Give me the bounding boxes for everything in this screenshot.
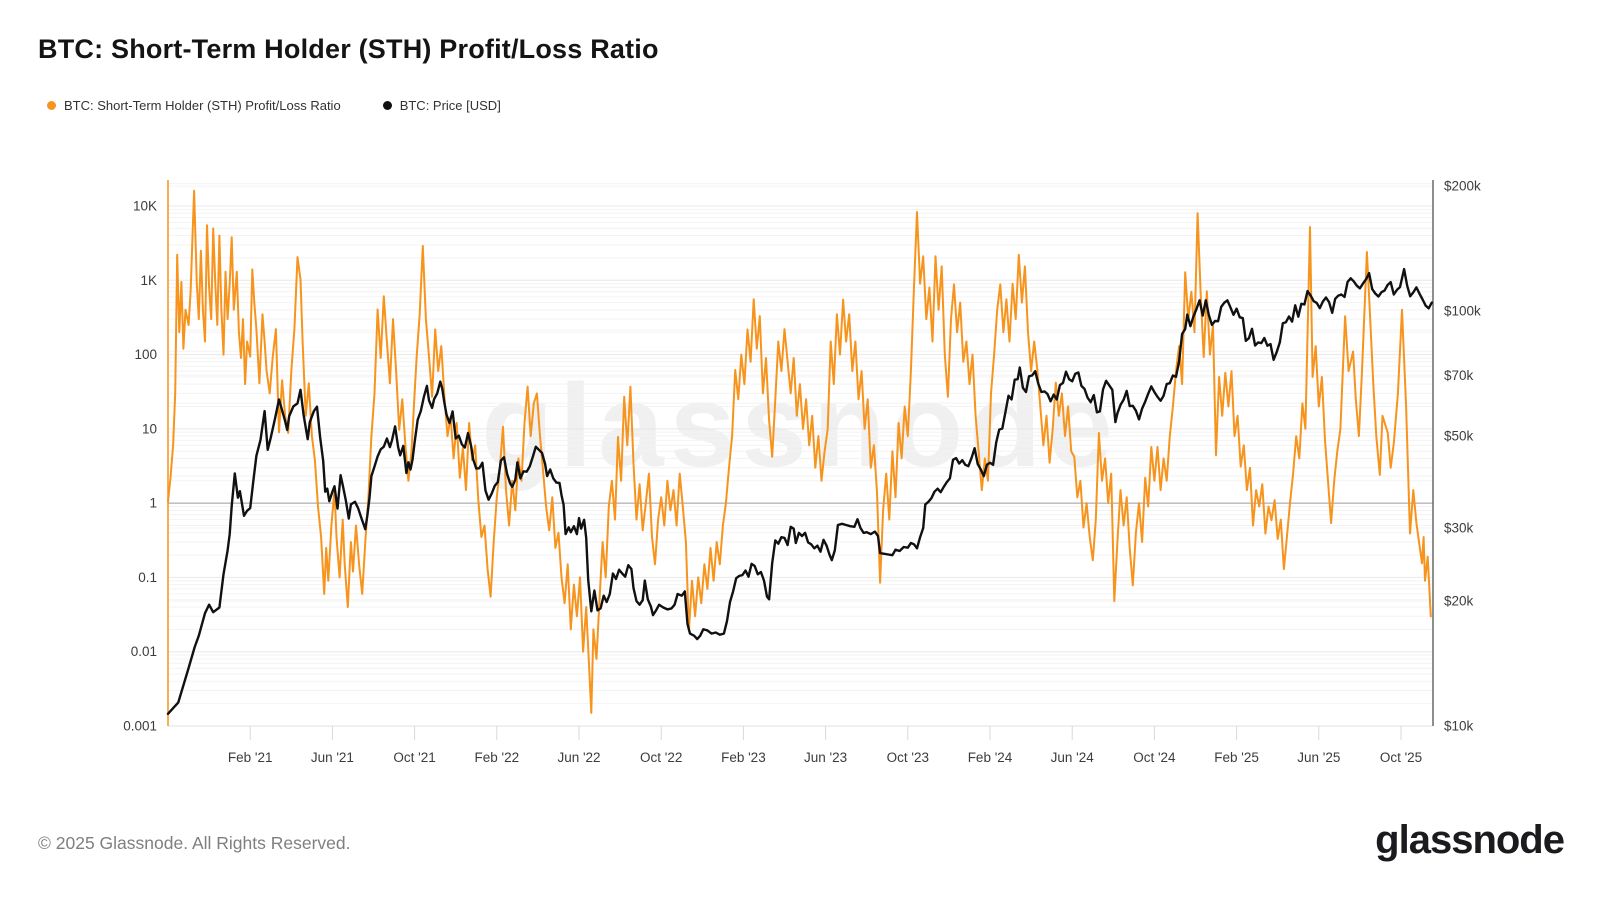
x-axis-tick-label: Jun '22 (557, 750, 600, 765)
right-axis-tick-label: $200k (1444, 179, 1481, 194)
x-axis-tick-label: Feb '22 (474, 750, 519, 765)
legend-item-btc-price[interactable]: BTC: Price [USD] (382, 98, 501, 113)
left-axis-tick-label: 0.01 (131, 644, 157, 659)
left-axis-tick-label: 100 (134, 347, 157, 362)
legend-item-sth-ratio[interactable]: BTC: Short-Term Holder (STH) Profit/Loss… (47, 98, 341, 113)
left-axis-tick-label: 0.001 (123, 719, 157, 734)
left-axis-tick-label: 1 (149, 496, 157, 511)
orange-series-dot-icon (47, 101, 56, 110)
x-axis-tick-label: Jun '23 (804, 750, 847, 765)
chart-area: glassnode 10K 1K 100 10 1 0.1 0.01 0.001 $200k $1… (0, 0, 1600, 790)
right-axis-tick-label: $30k (1444, 520, 1474, 535)
price-ratio-chart[interactable]: 10K 1K 100 10 1 0.1 0.01 0.001 $200k $100k $70k $50… (0, 0, 1600, 790)
x-axis-tick-label: Jun '21 (311, 750, 354, 765)
page-title: BTC: Short-Term Holder (STH) Profit/Loss… (38, 34, 659, 64)
glassnode-logo: glassnode (1375, 818, 1565, 862)
legend-label-sth-ratio: BTC: Short-Term Holder (STH) Profit/Loss… (64, 98, 341, 113)
x-axis-tick-label: Oct '23 (887, 750, 929, 765)
left-axis-tick-label: 10K (133, 199, 157, 214)
sth-profit-loss-ratio-line[interactable] (167, 189, 1432, 714)
x-axis-tick-label: Feb '24 (968, 750, 1013, 765)
x-axis-tick-label: Feb '21 (228, 750, 273, 765)
left-axis-tick-label: 10 (142, 421, 157, 436)
x-axis-tick-label: Oct '25 (1380, 750, 1422, 765)
right-axis-tick-label: $20k (1444, 594, 1474, 609)
chart-legend: BTC: Short-Term Holder (STH) Profit/Loss… (47, 98, 501, 113)
right-axis-tick-label: $10k (1444, 719, 1474, 734)
right-axis-tick-label: $50k (1444, 428, 1474, 443)
left-axis-tick-label: 0.1 (138, 570, 157, 585)
black-series-dot-icon (382, 101, 392, 110)
btc-price-line[interactable] (166, 267, 1434, 715)
x-axis-tick-label: Jun '25 (1297, 750, 1340, 765)
left-axis-tick-label: 1K (140, 273, 157, 288)
x-axis-tick-label: Oct '24 (1133, 750, 1176, 765)
right-axis-tick-label: $70k (1444, 368, 1474, 383)
x-axis-tick-label: Oct '22 (640, 750, 682, 765)
x-axis-tick-label: Oct '21 (393, 750, 435, 765)
right-axis-tick-label: $100k (1444, 304, 1481, 319)
x-axis-tick-label: Jun '24 (1051, 750, 1095, 765)
legend-label-btc-price: BTC: Price [USD] (399, 98, 501, 113)
x-axis-tick-label: Feb '25 (1214, 750, 1259, 765)
x-axis-tick-label: Feb '23 (721, 750, 766, 765)
copyright-text: © 2025 Glassnode. All Rights Reserved. (38, 833, 351, 853)
